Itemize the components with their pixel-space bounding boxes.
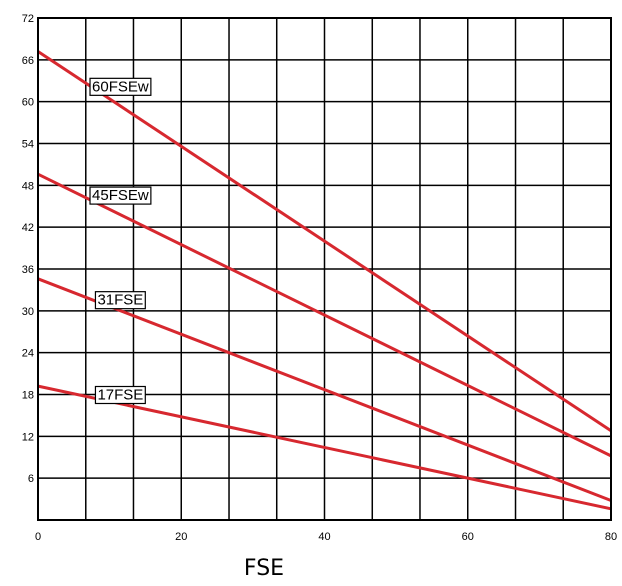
y-tick-label: 24 [22, 348, 34, 360]
x-axis-label: FSE [244, 556, 284, 581]
series-label-text: 45FSEw [92, 187, 149, 204]
y-tick-label: 66 [22, 55, 34, 67]
series-lines [37, 50, 612, 511]
x-tick-label: 20 [175, 531, 187, 543]
series-label-text: 60FSEw [92, 78, 149, 95]
series-label-text: 17FSE [97, 387, 143, 404]
series-label-box [89, 77, 152, 96]
series-label-text: 31FSE [97, 292, 143, 309]
series-label-box [89, 186, 152, 205]
series-label-45FSEw: 45FSEw [89, 186, 152, 205]
series-label-box [94, 385, 146, 405]
series-label-60FSEw: 60FSEw [89, 77, 152, 96]
x-tick-label: 40 [318, 531, 330, 543]
y-tick-label: 12 [22, 431, 34, 443]
y-tick-label: 36 [22, 264, 34, 276]
plot-frame [37, 17, 612, 521]
y-tick-label: 6 [28, 473, 34, 485]
x-tick-label: 0 [35, 531, 41, 543]
y-tick-label: 72 [22, 13, 34, 25]
series-label-box [94, 291, 146, 310]
series-line-45FSEw [37, 172, 612, 458]
series-labels: 60FSEw 45FSEw 31FSE 17FSE [89, 77, 152, 405]
axis-ticks: 0 20 40 60 80 6 12 18 24 30 36 42 48 54 60 66 72 [22, 13, 617, 543]
y-tick-label: 18 [22, 390, 34, 402]
x-tick-label: 80 [605, 531, 617, 543]
y-tick-label: 30 [22, 306, 34, 318]
y-tick-label: 48 [22, 180, 34, 192]
series-line-31FSE [37, 277, 612, 502]
series-line-60FSEw [37, 50, 612, 433]
series-line-17FSE [37, 384, 612, 511]
x-tick-label: 60 [462, 531, 474, 543]
y-tick-label: 60 [22, 97, 34, 109]
series-label-17FSE: 17FSE [94, 385, 146, 405]
y-tick-label: 54 [22, 139, 34, 151]
series-label-31FSE: 31FSE [94, 291, 146, 310]
y-tick-label: 42 [22, 222, 34, 234]
